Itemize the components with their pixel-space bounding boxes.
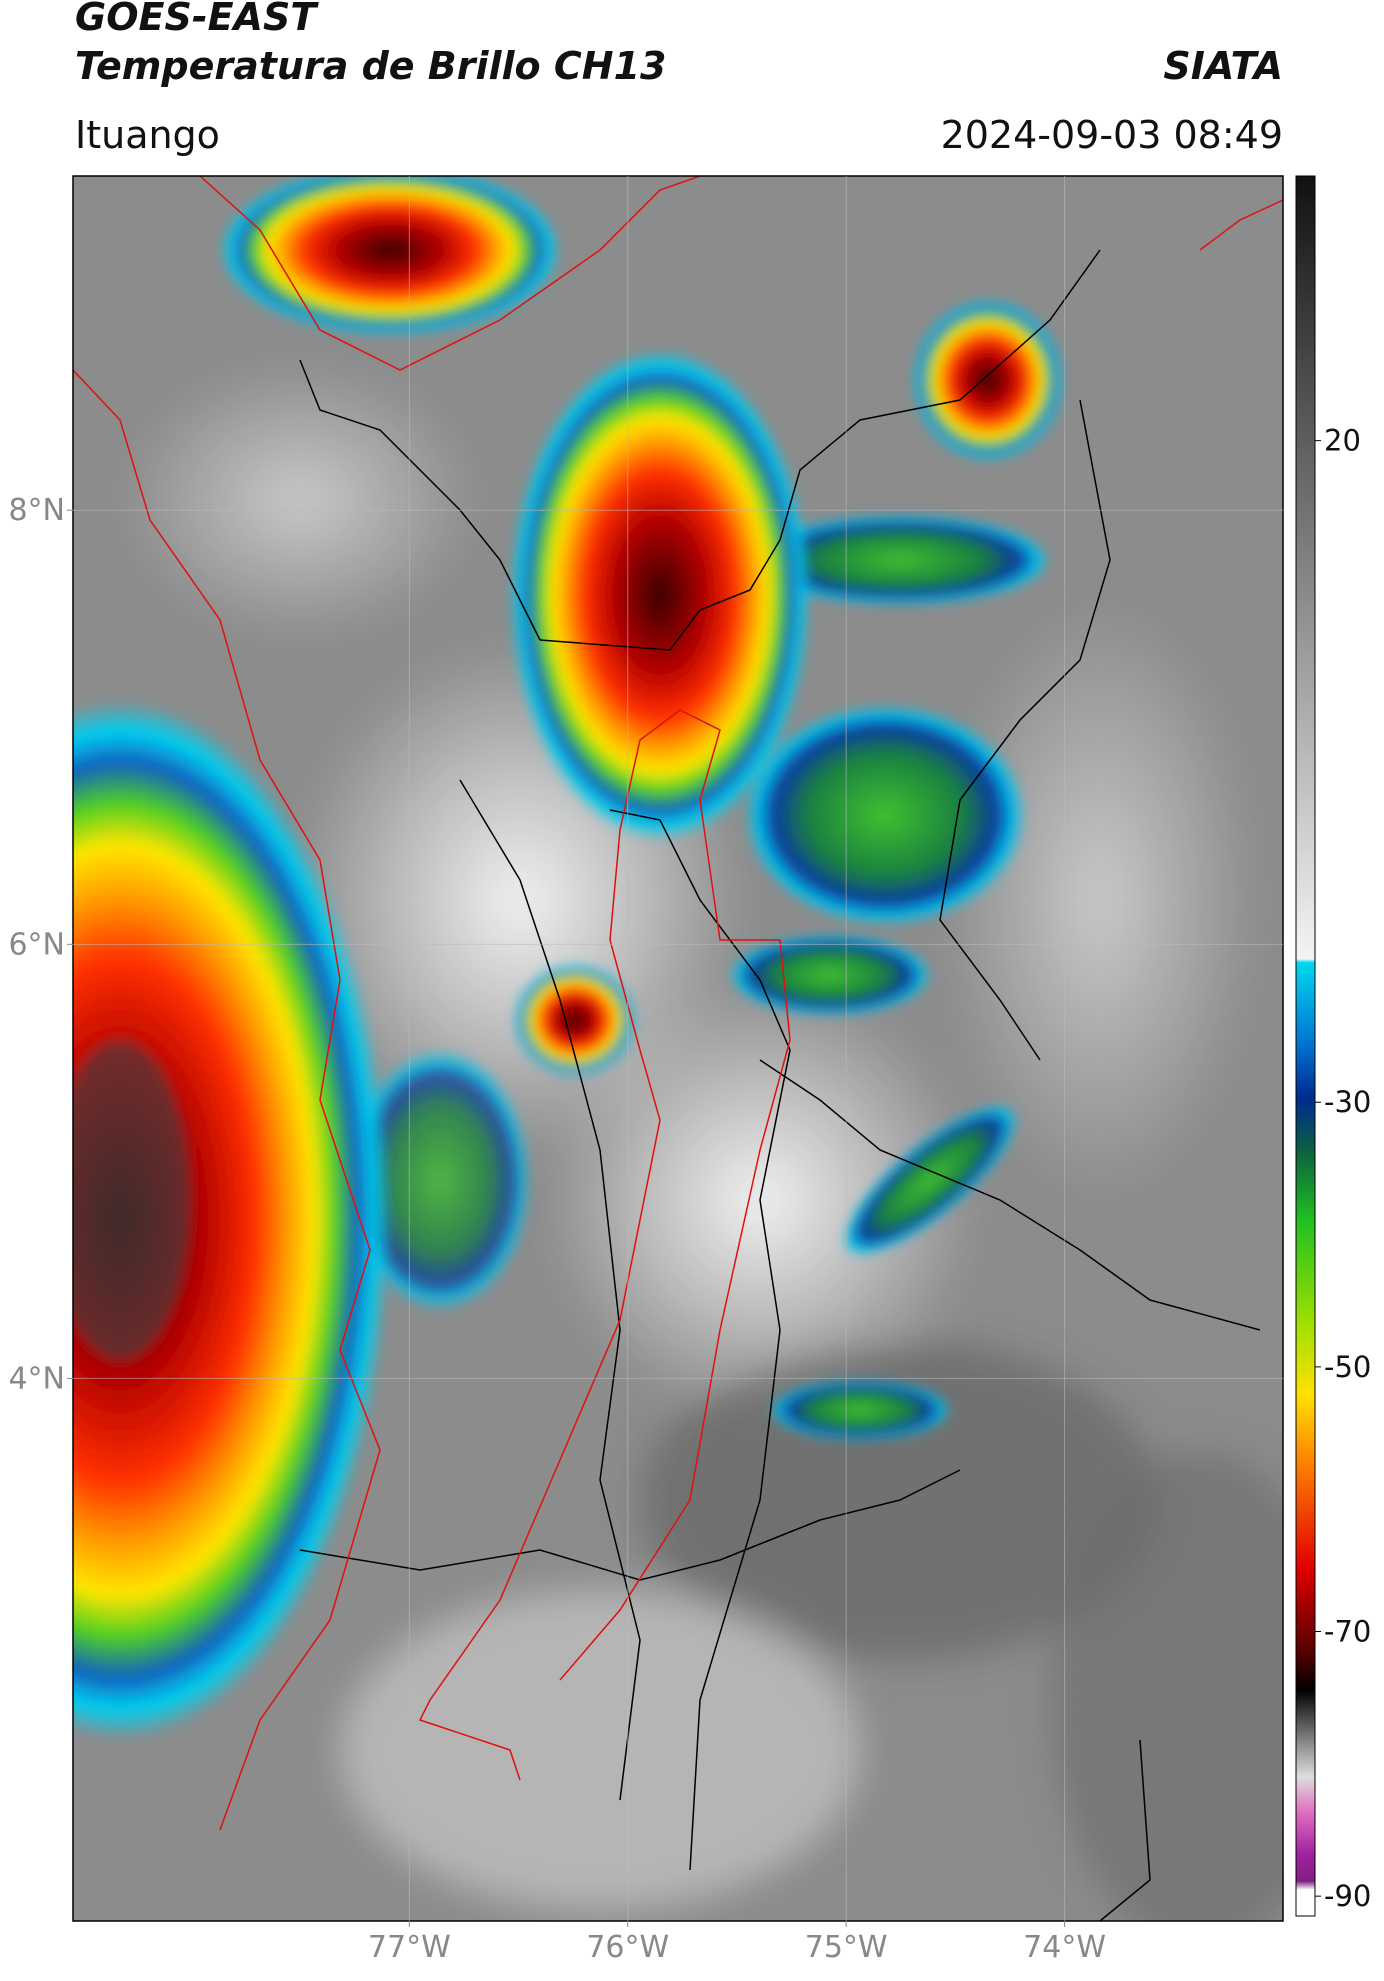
- agency: SIATA: [1163, 44, 1283, 88]
- title: GOES-EAST: [75, 0, 319, 39]
- y-tick-label: 6°N: [8, 927, 65, 962]
- x-tick-label: 74°W: [1023, 1930, 1106, 1965]
- colorbar-tick-label: 20: [1324, 424, 1361, 458]
- location: Ituango: [75, 113, 220, 157]
- satellite-image: [73, 176, 1283, 1921]
- colorbar-tick-label: -30: [1324, 1085, 1371, 1119]
- timestamp: 2024-09-03 08:49: [941, 113, 1283, 157]
- x-tick-label: 75°W: [805, 1930, 888, 1965]
- map-frame: [72, 175, 1284, 1922]
- subtitle: Temperatura de Brillo CH13: [75, 44, 666, 88]
- x-tick-label: 77°W: [368, 1930, 451, 1965]
- borders: [299, 249, 1261, 1921]
- y-tick-label: 8°N: [8, 493, 65, 528]
- y-tick-label: 4°N: [8, 1361, 65, 1396]
- colorbar-tick-label: -70: [1324, 1615, 1371, 1649]
- colorbar: [1295, 175, 1316, 1917]
- colorbar-tick-label: -90: [1324, 1879, 1371, 1913]
- x-tick-label: 76°W: [586, 1930, 669, 1965]
- department-borders: [73, 176, 1283, 1831]
- colorbar-tick-label: -50: [1324, 1350, 1371, 1384]
